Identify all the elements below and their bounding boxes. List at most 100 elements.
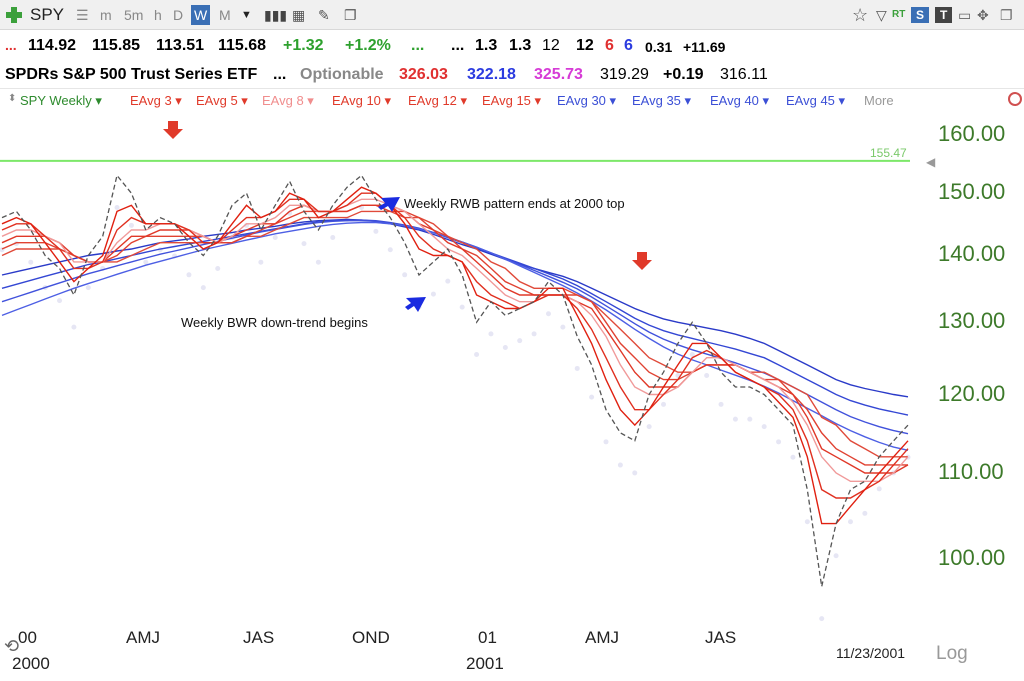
star-icon[interactable]: ☆ — [852, 5, 869, 25]
series-eavg-3 — [1, 186, 909, 525]
legend-item-eavg-8[interactable]: EAvg 8 ▾ — [262, 93, 314, 108]
settings-icon[interactable] — [1008, 92, 1022, 106]
legend-item-spy-weekly[interactable]: SPY Weekly ▾ — [20, 93, 102, 108]
x-label-00: 00 — [18, 628, 37, 647]
weekly-dot — [589, 394, 595, 400]
dots-4: ... — [273, 66, 287, 83]
filter-icon[interactable]: ▽ — [876, 7, 887, 23]
pencil-icon[interactable]: ✎ — [318, 7, 330, 23]
series-eavg-15 — [1, 210, 908, 458]
series-eavg-45 — [1, 221, 909, 451]
weekly-dot — [301, 241, 307, 247]
weekly-dot — [862, 510, 868, 516]
log-scale-toggle[interactable]: Log — [936, 643, 968, 664]
legend-item-eavg-15[interactable]: EAvg 15 ▾ — [482, 93, 542, 108]
dots-3: ... — [451, 37, 465, 54]
legend-item-eavg-10[interactable]: EAvg 10 ▾ — [332, 93, 392, 108]
move-icon[interactable]: ✥ — [977, 7, 989, 23]
year-label-2000: 2000 — [12, 654, 50, 673]
weekly-dot — [430, 291, 436, 297]
red-down-arrow-icon — [632, 252, 652, 270]
legend-item-eavg-35[interactable]: EAvg 35 ▾ — [632, 93, 692, 108]
weekly-dot — [574, 365, 580, 371]
series-spy-weekly — [1, 173, 909, 587]
more-link[interactable]: More — [864, 93, 894, 108]
calendar-icon[interactable]: ▦ — [292, 7, 306, 23]
change-pct: +1.2% — [345, 37, 391, 54]
weekly-dot — [387, 247, 393, 253]
timeframe-d[interactable]: D — [173, 7, 184, 23]
date-label: 11/23/2001 — [836, 645, 906, 661]
change: +1.32 — [283, 37, 324, 54]
timeframe-h[interactable]: h — [154, 7, 162, 23]
weekly-dot — [474, 351, 480, 357]
weekly-dot — [402, 272, 408, 278]
weekly-dot — [373, 228, 379, 234]
series-eavg-12 — [1, 204, 908, 466]
x-label-amj-2001: AMJ — [585, 628, 619, 647]
price-chart[interactable]: 155.47 — [0, 112, 1024, 681]
weekly-dot — [186, 272, 192, 278]
weekly-dot — [732, 416, 738, 422]
s-badge[interactable]: S — [911, 7, 930, 23]
y-tick-label: 130.00 — [938, 308, 1006, 334]
legend-item-eavg-45[interactable]: EAvg 45 ▾ — [786, 93, 846, 108]
legend-item-eavg-40[interactable]: EAvg 40 ▾ — [710, 93, 770, 108]
weekly-dot — [833, 553, 839, 559]
legend-item-eavg-5[interactable]: EAvg 5 ▾ — [196, 93, 248, 108]
timeframe-m[interactable]: m — [100, 7, 112, 23]
y-tick-label: 100.00 — [938, 545, 1006, 570]
menu-icon[interactable]: ☰ — [76, 7, 89, 23]
weekly-dot — [790, 454, 796, 460]
weekly-dot — [560, 324, 566, 330]
legend-item-eavg-30[interactable]: EAvg 30 ▾ — [557, 93, 617, 108]
price-red: 326.03 — [399, 66, 448, 83]
quote-row-name: SPDRs S&P 500 Trust Series ETF ... Optio… — [0, 62, 1024, 88]
y-tick-label: 150.00 — [938, 179, 1006, 205]
value-6: 6 — [624, 37, 633, 54]
weekly-dot — [661, 401, 667, 407]
blue-arrow-icon — [378, 197, 400, 212]
bar-chart-icon[interactable]: ▮▮▮ — [264, 7, 288, 23]
t-badge[interactable]: T — [935, 7, 953, 23]
weekly-dot — [330, 234, 336, 240]
price-6: 316.11 — [720, 66, 768, 83]
indicator-legend: ⬍ SPY Weekly ▾ EAvg 3 ▾ EAvg 5 ▾ EAvg 8 ▾ EA… — [0, 88, 1024, 113]
red-down-arrow-icon — [163, 121, 183, 139]
weekly-dot — [85, 285, 91, 291]
weekly-dot — [545, 311, 551, 317]
restore-icon[interactable]: ❐ — [1000, 7, 1013, 23]
symbol-input[interactable]: SPY — [30, 5, 65, 24]
rt-badge[interactable]: RT — [892, 9, 906, 20]
price-blue: 322.18 — [467, 66, 516, 83]
refresh-icon[interactable]: ⟲ — [4, 636, 20, 656]
weekly-dot — [71, 324, 77, 330]
timeframe-month[interactable]: M — [219, 7, 231, 23]
value-7: 0.31 — [645, 39, 673, 55]
timeframe-w[interactable]: W — [191, 5, 211, 25]
price-4: 319.29 — [600, 66, 649, 83]
weekly-dot — [459, 304, 465, 310]
timeframe-5m[interactable]: 5m — [124, 7, 144, 23]
high-price: 115.85 — [92, 37, 141, 54]
bwr-annotation: Weekly BWR down-trend begins — [181, 315, 368, 330]
series-eavg-8 — [1, 198, 909, 482]
weekly-dot — [258, 259, 264, 265]
weekly-dot — [114, 204, 120, 210]
weekly-dot — [215, 265, 221, 271]
low-price: 113.51 — [156, 37, 205, 54]
weekly-dot — [488, 331, 494, 337]
add-symbol-icon[interactable] — [5, 6, 23, 24]
x-label-jas-2000: JAS — [243, 628, 275, 647]
updown-icon[interactable]: ⬍ — [8, 93, 17, 104]
weekly-dot — [603, 439, 609, 445]
legend-item-eavg-3[interactable]: EAvg 3 ▾ — [130, 93, 182, 108]
weekly-dot — [57, 298, 63, 304]
weekly-dot — [847, 519, 853, 525]
page-icon[interactable]: ❐ — [344, 7, 357, 23]
weekly-dot — [200, 285, 206, 291]
window-icon[interactable]: ▭ — [958, 7, 972, 23]
legend-item-eavg-12[interactable]: EAvg 12 ▾ — [408, 93, 468, 108]
x-label-01: 01 — [478, 628, 497, 647]
chevron-down-icon[interactable]: ▼ — [241, 9, 252, 21]
